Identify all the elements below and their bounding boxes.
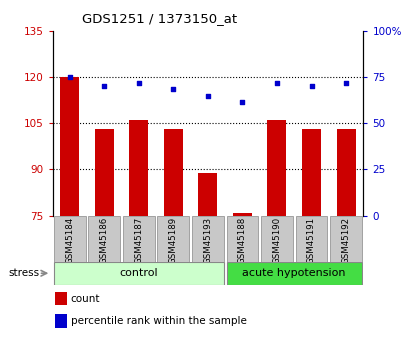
Bar	[336, 129, 356, 216]
Text: GSM45187: GSM45187	[134, 217, 143, 264]
Point	[308, 84, 315, 89]
Text: GSM45184: GSM45184	[65, 217, 74, 264]
Point	[205, 93, 211, 98]
Bar	[54, 262, 224, 285]
Point	[66, 75, 73, 80]
Bar	[226, 262, 362, 285]
Bar	[164, 129, 183, 216]
Bar	[129, 120, 148, 216]
Bar	[198, 172, 218, 216]
Point	[170, 87, 177, 92]
Bar	[123, 216, 155, 262]
Bar	[302, 129, 321, 216]
Bar	[158, 216, 189, 262]
Bar	[261, 216, 293, 262]
Text: stress: stress	[8, 268, 39, 277]
Text: percentile rank within the sample: percentile rank within the sample	[71, 316, 247, 326]
Text: GDS1251 / 1373150_at: GDS1251 / 1373150_at	[82, 12, 237, 25]
Bar	[95, 129, 114, 216]
Point	[136, 81, 142, 86]
Bar	[268, 120, 286, 216]
Text: GSM45190: GSM45190	[273, 217, 281, 264]
Text: count: count	[71, 294, 100, 304]
Bar	[330, 216, 362, 262]
Text: GSM45189: GSM45189	[169, 217, 178, 264]
Bar	[89, 216, 120, 262]
Text: GSM45186: GSM45186	[100, 217, 109, 264]
Text: GSM45193: GSM45193	[203, 217, 213, 264]
Point	[273, 81, 280, 86]
Bar	[233, 213, 252, 216]
Bar	[226, 216, 258, 262]
Bar	[54, 216, 86, 262]
Bar	[192, 216, 224, 262]
Text: GSM45188: GSM45188	[238, 217, 247, 264]
Text: GSM45192: GSM45192	[341, 217, 351, 264]
Point	[343, 81, 349, 86]
Bar	[296, 216, 327, 262]
Point	[239, 99, 246, 105]
Text: acute hypotension: acute hypotension	[242, 268, 346, 278]
Text: GSM45191: GSM45191	[307, 217, 316, 264]
Bar	[60, 77, 79, 216]
Text: control: control	[120, 268, 158, 278]
Point	[101, 84, 108, 89]
